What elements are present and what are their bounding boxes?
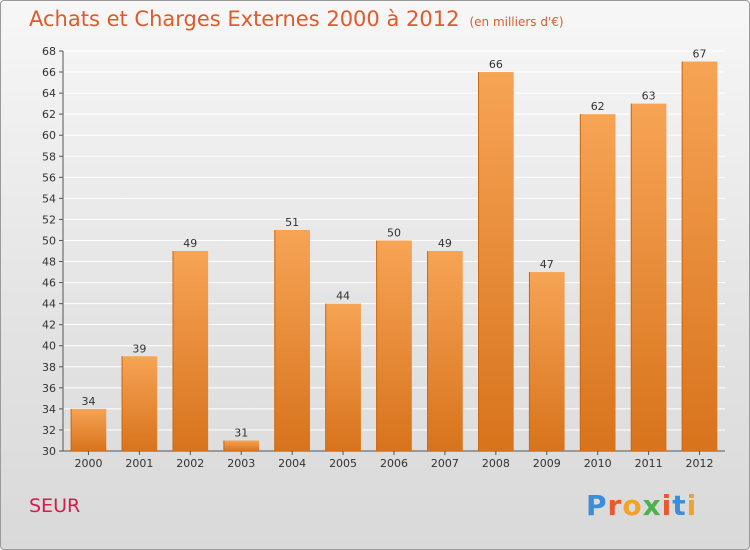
bar-2008	[478, 72, 514, 451]
y-tick-label: 68	[42, 45, 56, 58]
data-label-2009: 47	[540, 258, 554, 271]
logo-letter: i	[661, 489, 673, 522]
chart-title-text: Achats et Charges Externes 2000 à 2012	[29, 7, 460, 31]
logo-letter: t	[672, 489, 687, 522]
x-tick-label-2002: 2002	[176, 457, 204, 470]
y-tick-label: 34	[42, 403, 56, 416]
x-tick-label-2011: 2011	[635, 457, 663, 470]
logo-letter: i	[686, 489, 698, 522]
y-tick-label: 42	[42, 319, 56, 332]
x-tick-label-2005: 2005	[329, 457, 357, 470]
bar-2007	[427, 251, 463, 451]
y-tick-label: 40	[42, 340, 56, 353]
y-tick-label: 36	[42, 382, 56, 395]
bar-2009	[528, 272, 565, 451]
x-tick-label-2003: 2003	[227, 457, 255, 470]
y-tick-label: 54	[42, 192, 56, 205]
data-label-2006: 50	[387, 226, 401, 239]
y-tick-label: 32	[42, 424, 56, 437]
y-tick-label: 52	[42, 213, 56, 226]
y-tick-label: 50	[42, 234, 56, 247]
logo-letter: P	[586, 489, 608, 522]
bar-2010	[579, 114, 616, 451]
y-tick-label: 58	[42, 150, 56, 163]
y-tick-label: 62	[42, 108, 56, 121]
bar-2011	[630, 103, 667, 451]
chart-unit: (en milliers d'€)	[469, 15, 564, 29]
y-tick-label: 66	[42, 66, 56, 79]
data-label-2008: 66	[489, 58, 503, 71]
x-tick-label-2004: 2004	[278, 457, 306, 470]
proxiti-logo: Proxiti	[586, 489, 697, 522]
data-label-2010: 62	[591, 100, 605, 113]
x-tick-label-2001: 2001	[125, 457, 153, 470]
bar-2003	[223, 440, 260, 451]
y-tick-label: 44	[42, 298, 56, 311]
data-label-2012: 67	[693, 48, 707, 61]
y-tick-label: 48	[42, 256, 56, 269]
commune-name: SEUR	[29, 495, 81, 517]
chart-title: Achats et Charges Externes 2000 à 2012 (e…	[29, 7, 564, 31]
x-tick-label-2000: 2000	[74, 457, 102, 470]
bar-2000	[70, 408, 107, 451]
y-tick-label: 30	[42, 445, 56, 458]
x-tick-label-2010: 2010	[584, 457, 612, 470]
bar-2005	[325, 303, 361, 451]
x-tick-label-2007: 2007	[431, 457, 459, 470]
y-tick-label: 46	[42, 277, 56, 290]
logo-letter: o	[622, 489, 643, 522]
data-label-2001: 39	[132, 342, 146, 355]
bar-2002	[172, 251, 209, 451]
bar-2006	[376, 240, 412, 451]
y-tick-label: 38	[42, 361, 56, 374]
bar-2001	[121, 356, 158, 451]
bar-2004	[274, 229, 310, 451]
x-tick-label-2012: 2012	[686, 457, 714, 470]
data-label-2011: 63	[642, 90, 656, 103]
x-tick-label-2009: 2009	[533, 457, 561, 470]
data-label-2000: 34	[81, 395, 95, 408]
y-tick-label: 60	[42, 129, 56, 142]
y-tick-label: 56	[42, 171, 56, 184]
y-tick-label: 64	[42, 87, 56, 100]
data-label-2004: 51	[285, 216, 299, 229]
x-tick-label-2008: 2008	[482, 457, 510, 470]
x-tick-label-2006: 2006	[380, 457, 408, 470]
bar-2012	[681, 61, 718, 452]
data-label-2002: 49	[183, 237, 197, 250]
data-label-2005: 44	[336, 290, 350, 303]
data-label-2007: 49	[438, 237, 452, 250]
logo-letter: r	[607, 489, 623, 522]
data-label-2003: 31	[234, 426, 248, 439]
logo-letter: x	[642, 489, 662, 522]
